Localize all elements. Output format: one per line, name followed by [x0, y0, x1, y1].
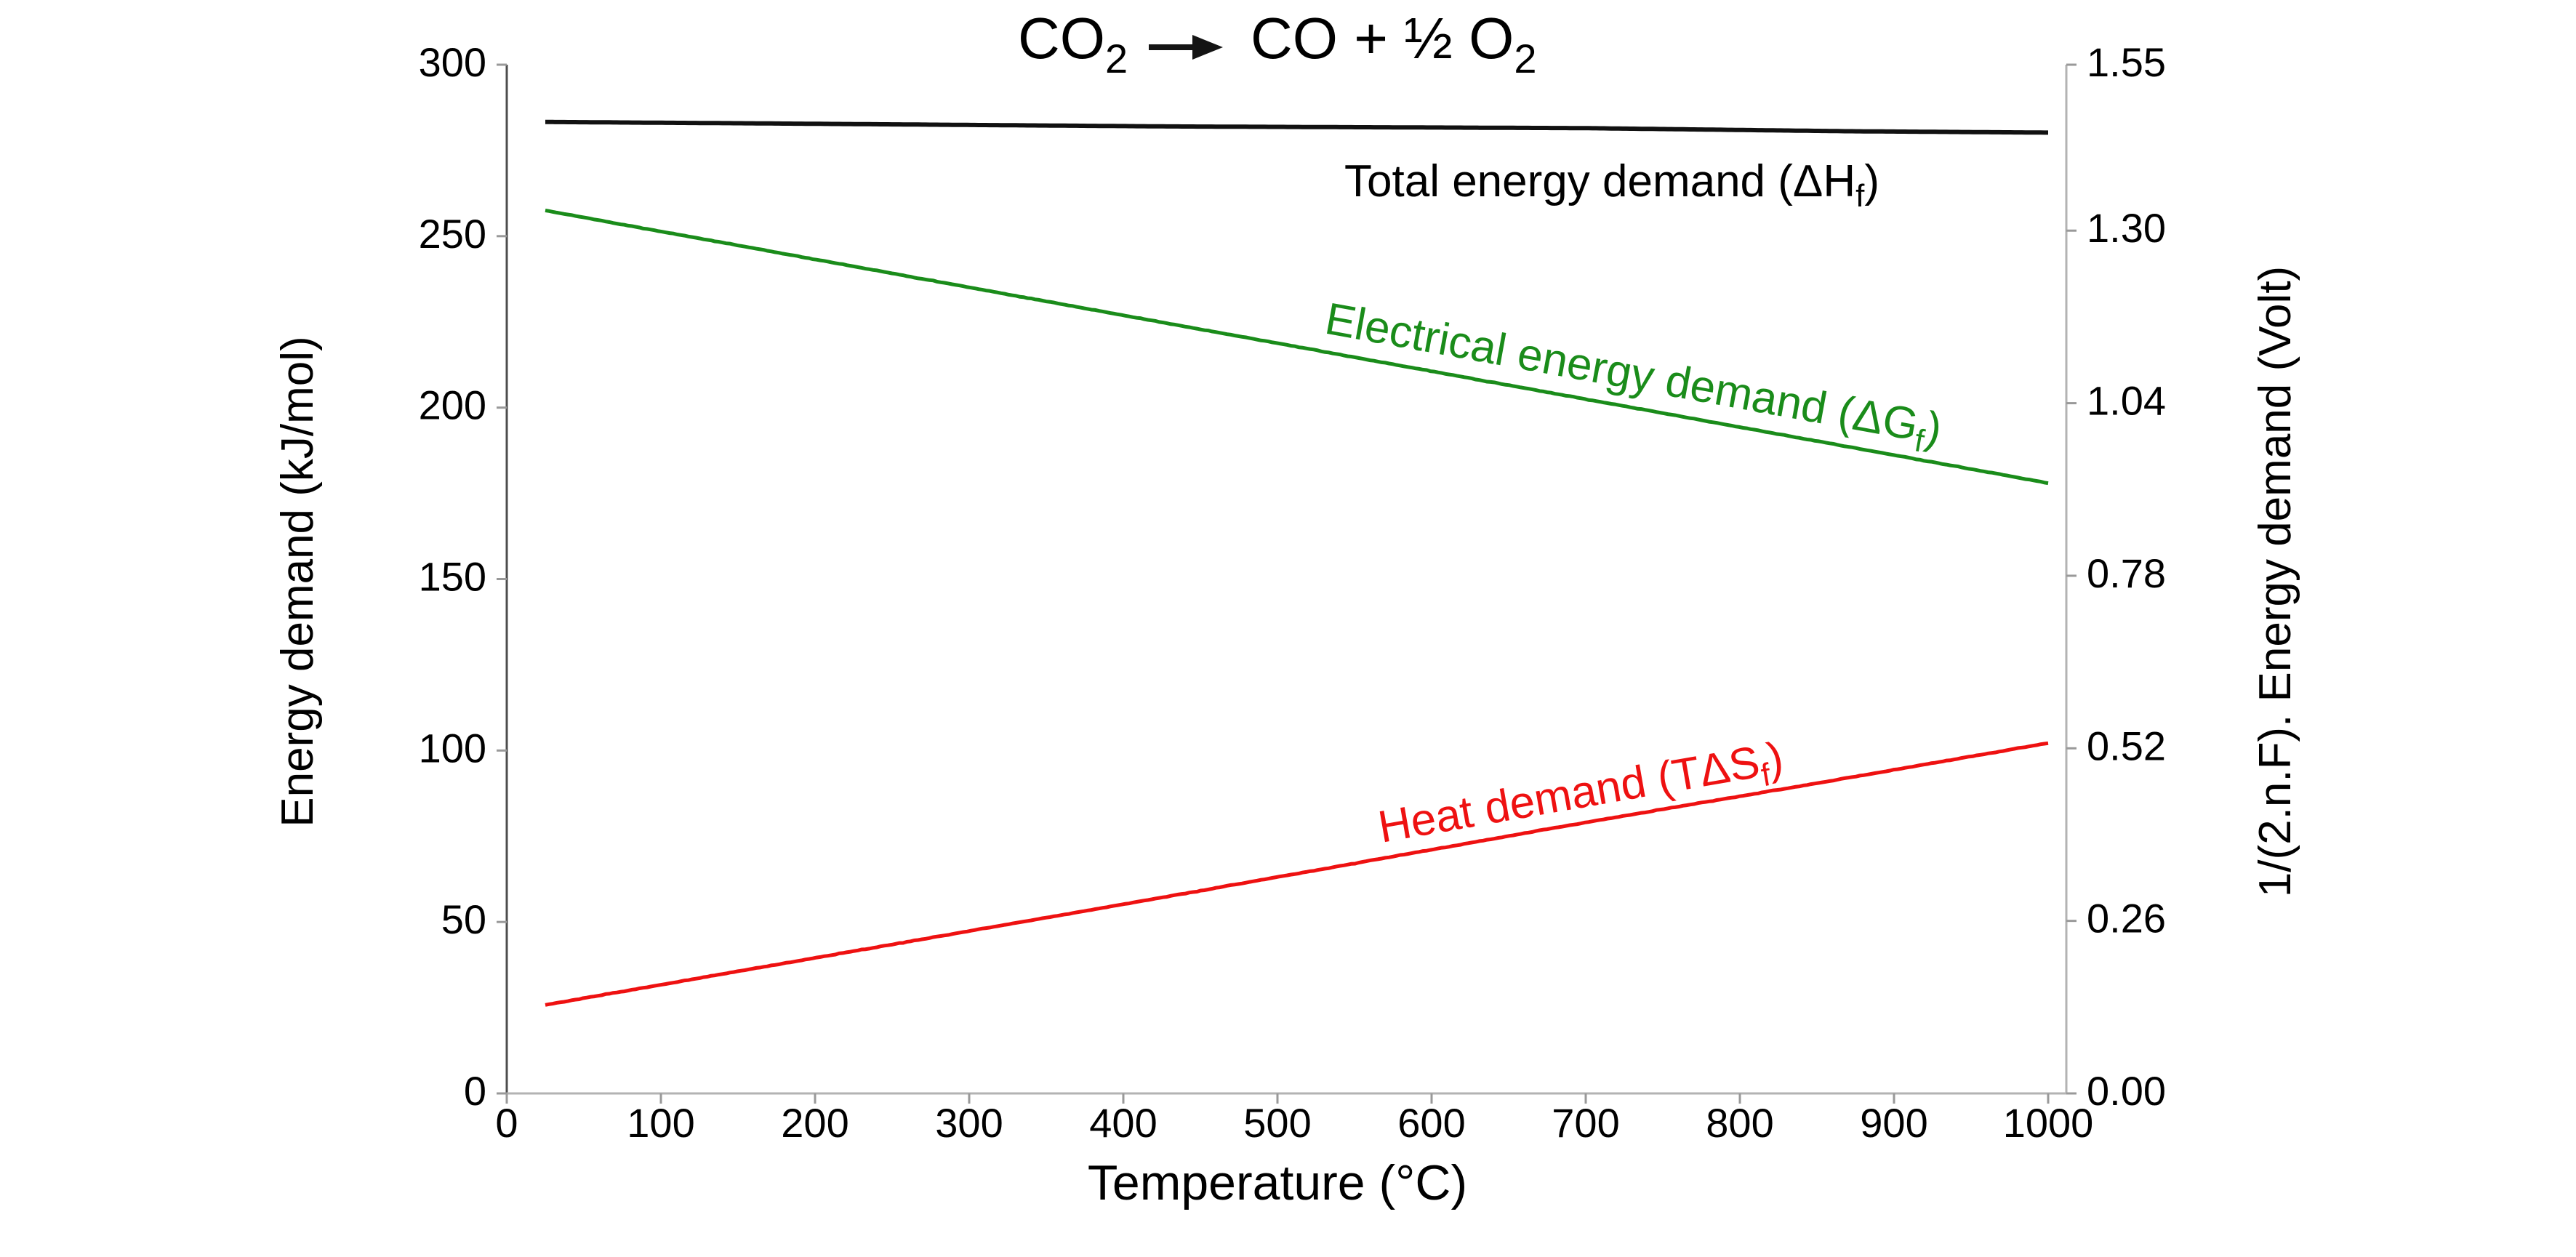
- svg-text:900: 900: [1860, 1100, 1927, 1146]
- svg-text:Energy demand (kJ/mol): Energy demand (kJ/mol): [273, 336, 323, 827]
- svg-text:0.78: 0.78: [2087, 550, 2166, 596]
- svg-text:250: 250: [419, 211, 486, 257]
- svg-text:100: 100: [419, 725, 486, 771]
- svg-text:1.30: 1.30: [2087, 205, 2166, 251]
- svg-text:1.04: 1.04: [2087, 378, 2166, 424]
- svg-text:Electrical energy demand (ΔGf): Electrical energy demand (ΔGf): [1320, 294, 1946, 462]
- svg-text:Temperature (°C): Temperature (°C): [1088, 1155, 1467, 1210]
- svg-text:600: 600: [1397, 1100, 1465, 1146]
- svg-text:1/(2.n.F). Energy demand (Volt: 1/(2.n.F). Energy demand (Volt): [2250, 266, 2300, 897]
- svg-text:200: 200: [419, 382, 486, 428]
- svg-text:100: 100: [627, 1100, 694, 1146]
- svg-text:800: 800: [1706, 1100, 1773, 1146]
- svg-text:Total energy demand (ΔHf): Total energy demand (ΔHf): [1344, 156, 1879, 214]
- svg-text:300: 300: [935, 1100, 1003, 1146]
- svg-text:300: 300: [419, 39, 486, 85]
- svg-text:CO2: CO2: [1018, 6, 1128, 81]
- svg-text:200: 200: [781, 1100, 848, 1146]
- svg-text:0: 0: [495, 1100, 518, 1146]
- svg-text:1.55: 1.55: [2087, 39, 2166, 85]
- svg-text:Heat demand (TΔSf): Heat demand (TΔSf): [1375, 733, 1789, 860]
- svg-text:0: 0: [464, 1068, 486, 1114]
- svg-text:700: 700: [1552, 1100, 1619, 1146]
- svg-text:500: 500: [1243, 1100, 1311, 1146]
- svg-text:CO + ½ O2: CO + ½ O2: [1251, 6, 1537, 81]
- svg-text:0.00: 0.00: [2087, 1068, 2166, 1114]
- svg-text:0.26: 0.26: [2087, 896, 2166, 941]
- svg-text:150: 150: [419, 554, 486, 600]
- svg-text:0.52: 0.52: [2087, 723, 2166, 768]
- svg-text:400: 400: [1089, 1100, 1157, 1146]
- svg-text:1000: 1000: [2003, 1100, 2094, 1146]
- svg-text:50: 50: [441, 896, 486, 942]
